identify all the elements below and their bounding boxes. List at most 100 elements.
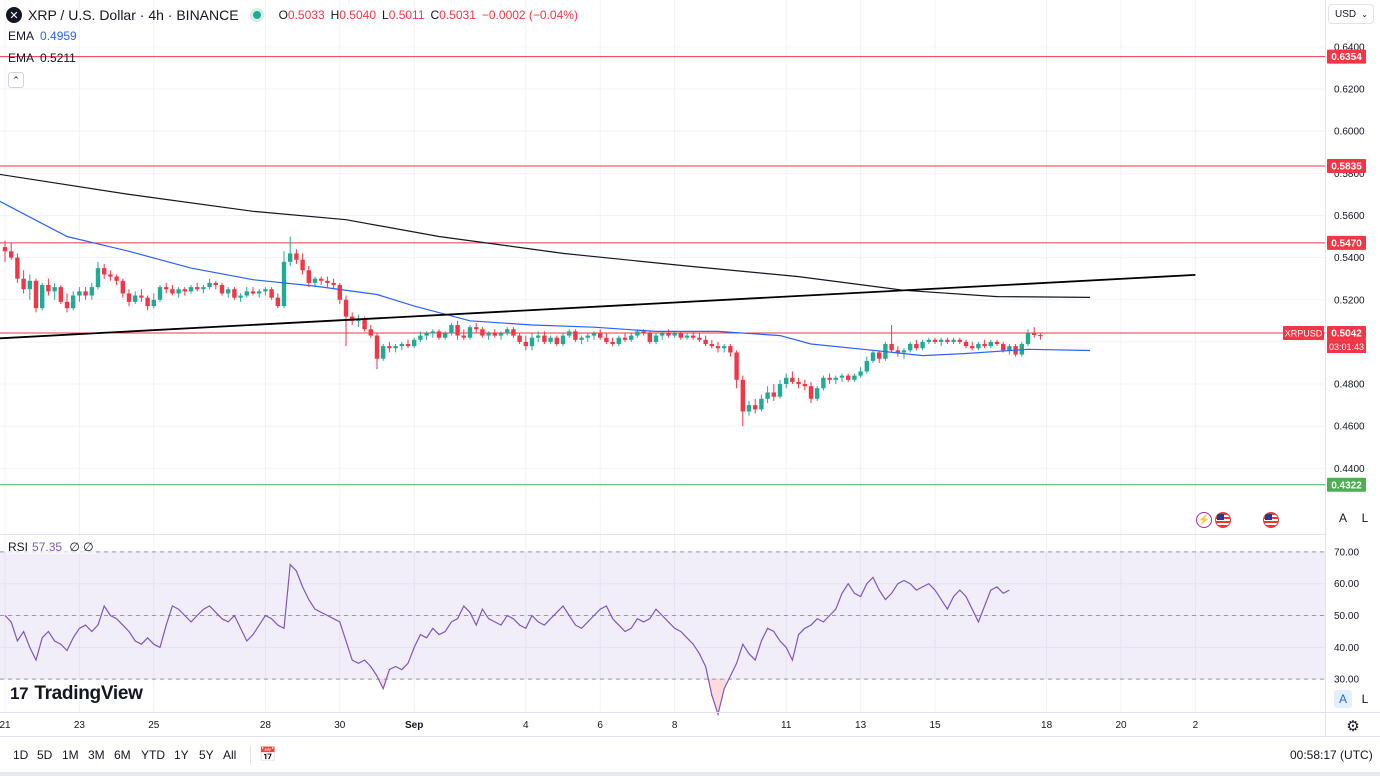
time-tick-label: 23 — [74, 720, 86, 731]
candle-body — [691, 335, 696, 338]
log-scale-button[interactable]: L — [1361, 511, 1369, 525]
candle-body — [920, 341, 925, 349]
candle-body — [901, 350, 907, 353]
ema-fast-line — [0, 200, 1091, 357]
bottom-toolbar: 1D 5D 1M 3M 6M YTD 1Y 5Y All 📅 00:58:17 … — [0, 736, 1380, 773]
candle-body — [281, 261, 287, 307]
candle-body — [982, 344, 987, 347]
candle-body — [951, 339, 956, 342]
rsi-value: 57.35 — [32, 540, 63, 554]
gear-icon[interactable]: ⚙ — [1346, 718, 1360, 735]
rsi-auto-scale-button[interactable]: A — [1334, 690, 1352, 708]
candle-body — [182, 289, 187, 292]
candle-body — [374, 335, 380, 359]
timeframe-all[interactable]: All — [223, 748, 237, 762]
timeframe-1y[interactable]: 1Y — [174, 748, 189, 762]
ema-slow-label: EMA — [8, 51, 35, 65]
candle-body — [914, 344, 919, 349]
candle-body — [1007, 346, 1012, 351]
level-label-bg — [1327, 235, 1366, 250]
horizontal-levels — [0, 56, 1325, 486]
candle-body — [195, 287, 200, 290]
candle-body — [870, 352, 876, 361]
timeframe-5y[interactable]: 5Y — [199, 748, 214, 762]
low-label: L — [382, 8, 389, 22]
candle-body — [188, 287, 194, 292]
tradingview-logo[interactable]: 17 TradingView — [10, 683, 143, 705]
candle-body — [226, 289, 231, 294]
rsi-line — [4, 563, 1010, 717]
change-value: −0.0002 (−0.04%) — [481, 8, 578, 22]
candle-body — [728, 346, 733, 353]
candle-body — [759, 398, 764, 410]
event-us-flag-icon[interactable] — [1215, 512, 1231, 528]
candle-body — [108, 274, 113, 277]
candle-body — [21, 278, 26, 290]
price-tick-label: 0.4800 — [1334, 380, 1365, 391]
countdown-label: 03:01:43 — [1329, 342, 1364, 352]
candle-body — [536, 335, 541, 338]
low-value: 0.5011 — [388, 8, 425, 22]
candle-body — [343, 299, 349, 317]
candle-body — [362, 318, 367, 330]
candle-body — [337, 285, 342, 300]
candle-body — [387, 346, 392, 349]
candle-body — [554, 337, 559, 345]
candle-body — [771, 392, 776, 397]
currency-select[interactable]: USD ⌄ — [1328, 4, 1374, 24]
event-flash-icon[interactable]: ⚡ — [1196, 512, 1212, 528]
candle-body — [9, 251, 14, 258]
candle-body — [740, 379, 745, 412]
candle-body — [164, 287, 169, 290]
candle-body — [133, 295, 138, 302]
ema-fast-legend[interactable]: EMA 0.4959 — [8, 29, 77, 43]
time-tick-label: 13 — [855, 720, 867, 731]
price-tick-label: 0.6400 — [1334, 42, 1365, 53]
time-tick-label: 8 — [672, 720, 678, 731]
timeframe-1m[interactable]: 1M — [62, 748, 79, 762]
timeframe-1d[interactable]: 1D — [13, 748, 29, 762]
utc-clock[interactable]: 00:58:17 (UTC) — [1290, 748, 1373, 762]
rsi-oversold-fill — [380, 679, 728, 715]
candle-body — [821, 377, 826, 389]
candle-body — [312, 278, 318, 283]
candle-body — [399, 344, 404, 347]
candle-body — [647, 333, 652, 342]
event-us-flag-icon[interactable] — [1263, 512, 1279, 528]
timeframe-3m[interactable]: 3M — [88, 748, 105, 762]
candle-body — [436, 331, 442, 338]
calendar-icon[interactable]: 📅 — [259, 746, 277, 762]
timeframe-6m[interactable]: 6M — [114, 748, 131, 762]
market-status-icon — [252, 11, 261, 19]
timeframe-ytd[interactable]: YTD — [141, 748, 165, 762]
candle-body — [808, 386, 814, 399]
auto-scale-button[interactable]: A — [1338, 511, 1347, 525]
price-chart[interactable]: 0.6400 0.6200 0.6000 0.5800 0.5600 0.5400 0.52… — [0, 0, 1380, 736]
collapse-legend-chevron-icon[interactable]: ⌃ — [8, 72, 24, 88]
time-axis[interactable]: 21 23 25 28 30 Sep 4 6 8 11 13 15 18 20 2 — [0, 720, 1199, 731]
ema-slow-legend[interactable]: EMA 0.5211 — [8, 51, 76, 65]
candle-body — [511, 329, 516, 336]
candle-body — [833, 377, 838, 380]
candle-body — [430, 331, 435, 334]
time-tick-label: 11 — [781, 720, 792, 731]
candle-body — [523, 341, 528, 347]
rsi-log-scale-button[interactable]: L — [1361, 692, 1369, 706]
time-tick-label: 25 — [148, 720, 160, 731]
candle-body — [802, 384, 807, 387]
price-tick-label: 0.6200 — [1334, 85, 1365, 96]
candle-body — [306, 270, 311, 283]
candle-body — [201, 287, 206, 290]
candle-body — [505, 329, 510, 334]
timeframe-5d[interactable]: 5D — [37, 748, 53, 762]
price-tick-label: 0.5200 — [1334, 295, 1365, 306]
rsi-axis[interactable]: 70.00 60.00 50.00 40.00 30.00 — [1334, 547, 1359, 685]
candle-body — [765, 392, 770, 399]
price-axis[interactable]: 0.6400 0.6200 0.6000 0.5800 0.5600 0.5400 0.52… — [1334, 42, 1365, 474]
price-tick-label: 0.5800 — [1334, 169, 1365, 180]
toolbar-divider — [250, 746, 251, 764]
symbol-title[interactable]: XRP / U.S. Dollar · 4h · BINANCE — [28, 7, 239, 23]
candle-body — [263, 289, 268, 292]
candle-body — [46, 285, 51, 292]
rsi-legend[interactable]: RSI 57.35 ∅ ∅ — [6, 540, 96, 554]
